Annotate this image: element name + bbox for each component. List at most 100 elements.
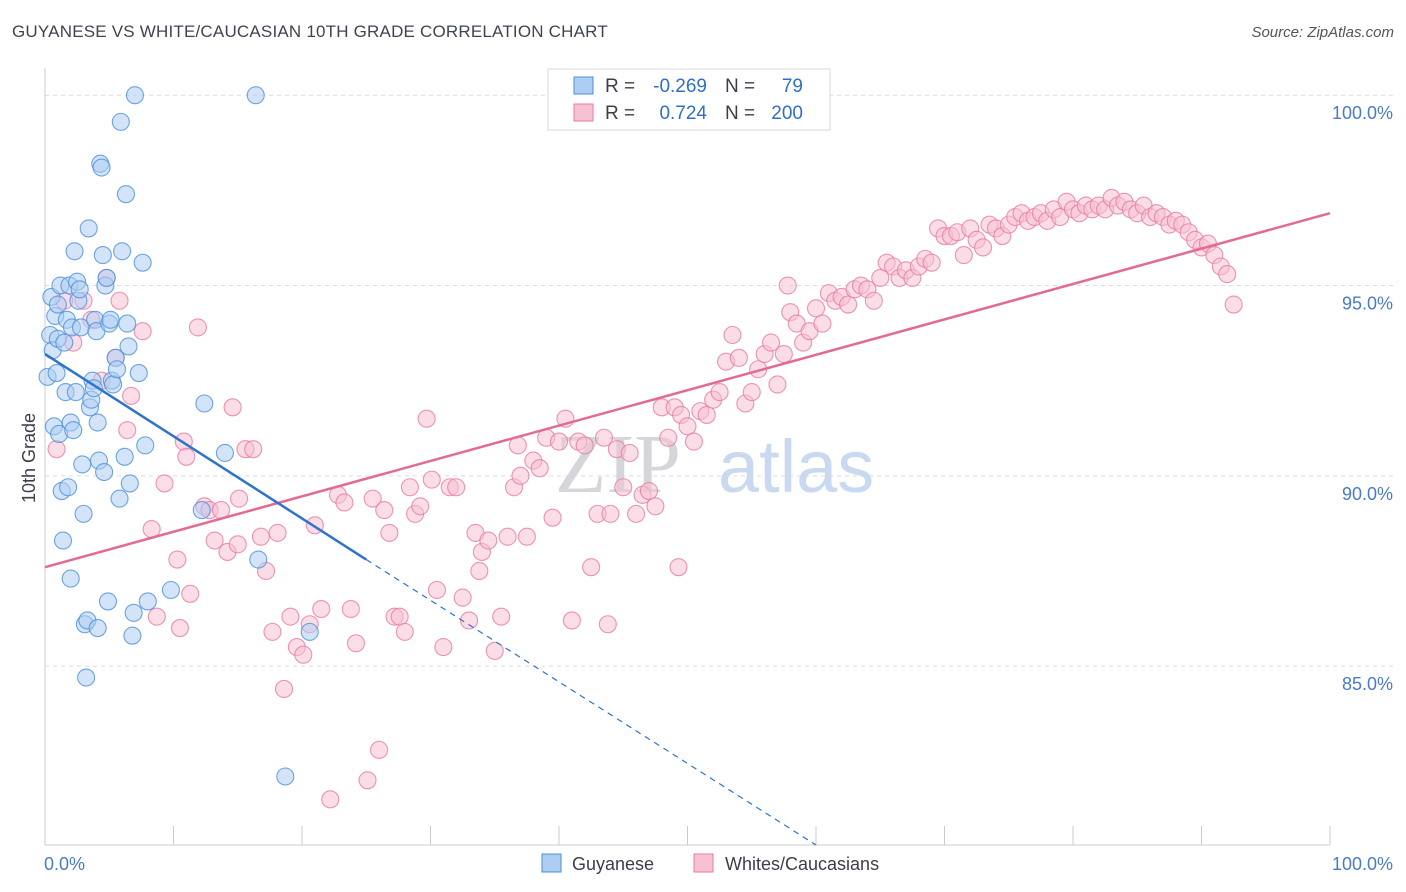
- legend-swatch-pink: [573, 103, 594, 122]
- guyanese-point-62: [125, 86, 144, 105]
- guyanese-point-29: [77, 668, 96, 687]
- guyanese-point-6: [47, 364, 66, 383]
- guyanese-point-63: [129, 364, 148, 383]
- whites-trend-line: [44, 212, 1331, 569]
- whites-point-35: [294, 645, 313, 664]
- bottom-legend-swatch-guyanese: [541, 853, 562, 873]
- guyanese-point-21: [66, 383, 85, 402]
- whites-point-67: [498, 527, 517, 546]
- guyanese-point-61: [123, 626, 142, 645]
- whites-point-181: [170, 619, 189, 638]
- whites-point-44: [363, 489, 382, 508]
- whites-point-182: [177, 447, 196, 466]
- y-tick-label-1: 90.0%: [1342, 484, 1393, 504]
- guyanese-point-66: [138, 592, 157, 611]
- whites-point-79: [575, 436, 594, 455]
- whites-point-69: [511, 466, 530, 485]
- guyanese-point-53: [110, 489, 129, 508]
- whites-point-41: [341, 599, 360, 619]
- whites-point-40: [335, 493, 354, 512]
- whites-point-28: [251, 527, 270, 546]
- chart-title: GUYANESE VS WHITE/CAUCASIAN 10TH GRADE C…: [12, 22, 608, 41]
- guyanese-point-68: [195, 394, 214, 413]
- guyanese-point-38: [88, 413, 107, 432]
- y-axis-title: 10th Grade: [19, 413, 39, 503]
- whites-point-25: [229, 489, 249, 508]
- whites-point-183: [228, 535, 247, 554]
- whites-point-92: [659, 428, 678, 447]
- whites-point-120: [839, 295, 858, 314]
- whites-point-46: [375, 501, 394, 520]
- whites-point-83: [601, 504, 620, 523]
- watermark-atlas: atlas: [718, 425, 874, 508]
- guyanese-point-27: [74, 504, 93, 523]
- guyanese-point-45: [97, 268, 116, 287]
- guyanese-point-24: [70, 280, 89, 299]
- guyanese-point-76: [61, 569, 80, 588]
- correlation-legend: R = -0.269 N = 79 R = 0.724 N = 200: [547, 68, 831, 131]
- legend-r-label-pink: R =: [605, 103, 635, 124]
- guyanese-point-70: [215, 443, 234, 463]
- guyanese-point-72: [249, 550, 268, 569]
- whites-point-75: [549, 432, 569, 451]
- legend-box: [547, 68, 831, 131]
- guyanese-point-73: [276, 767, 295, 786]
- whites-point-77: [562, 611, 581, 630]
- guyanese-point-74: [300, 622, 319, 641]
- whites-point-108: [761, 333, 781, 352]
- whites-point-21: [205, 531, 224, 550]
- legend-n-label-blue: N =: [725, 76, 755, 97]
- whites-point-80: [582, 558, 601, 577]
- whites-point-90: [646, 497, 665, 516]
- guyanese-trend-line: [44, 352, 367, 561]
- x-tick-label-0: 0.0%: [44, 854, 85, 874]
- whites-point-51: [400, 478, 419, 497]
- whites-point-57: [434, 638, 453, 657]
- legend-n-value-pink: 200: [771, 103, 803, 124]
- guyanese-point-48: [101, 310, 120, 329]
- y-tick-label-3: 100.0%: [1332, 103, 1393, 123]
- guyanese-point-56: [115, 447, 134, 466]
- legend-n-label-pink: N =: [725, 103, 755, 124]
- whites-point-33: [281, 607, 300, 626]
- guyanese-point-59: [119, 337, 138, 356]
- whites-point-11: [133, 322, 152, 341]
- whites-point-59: [447, 478, 466, 497]
- whites-point-56: [427, 580, 446, 600]
- whites-point-87: [627, 504, 646, 523]
- whites-point-105: [742, 383, 761, 402]
- guyanese-point-71: [246, 86, 265, 105]
- guyanese-point-55: [113, 242, 132, 261]
- whites-point-102: [723, 325, 742, 345]
- whites-point-70: [517, 527, 536, 546]
- whites-point-98: [697, 405, 716, 424]
- guyanese-point-46: [98, 592, 118, 611]
- guyanese-point-75: [88, 619, 107, 638]
- guyanese-point-78: [48, 295, 67, 314]
- whites-point-64: [479, 531, 498, 550]
- whites-point-15: [168, 550, 187, 569]
- whites-caucasians-points: [47, 188, 1243, 809]
- whites-point-110: [774, 344, 793, 364]
- guyanese-point-15: [59, 478, 78, 497]
- guyanese-point-41: [92, 158, 111, 177]
- whites-point-47: [380, 523, 399, 542]
- whites-point-8: [110, 291, 129, 310]
- whites-point-125: [871, 268, 890, 287]
- whites-point-49: [390, 607, 409, 626]
- whites-point-185: [470, 561, 489, 581]
- legend-swatch-blue: [573, 76, 594, 95]
- whites-point-74: [543, 508, 562, 527]
- whites-point-54: [417, 409, 436, 428]
- guyanese-point-31: [79, 219, 98, 238]
- whites-point-55: [422, 470, 441, 489]
- chart-source: Source: ZipAtlas.com: [1251, 24, 1394, 41]
- guyanese-point-77: [124, 603, 143, 622]
- whites-point-109: [768, 375, 787, 394]
- whites-point-43: [358, 771, 377, 790]
- x-tick-label-1: 100.0%: [1332, 854, 1393, 874]
- whites-point-9: [118, 421, 137, 440]
- whites-point-13: [147, 607, 166, 626]
- whites-point-66: [492, 607, 511, 626]
